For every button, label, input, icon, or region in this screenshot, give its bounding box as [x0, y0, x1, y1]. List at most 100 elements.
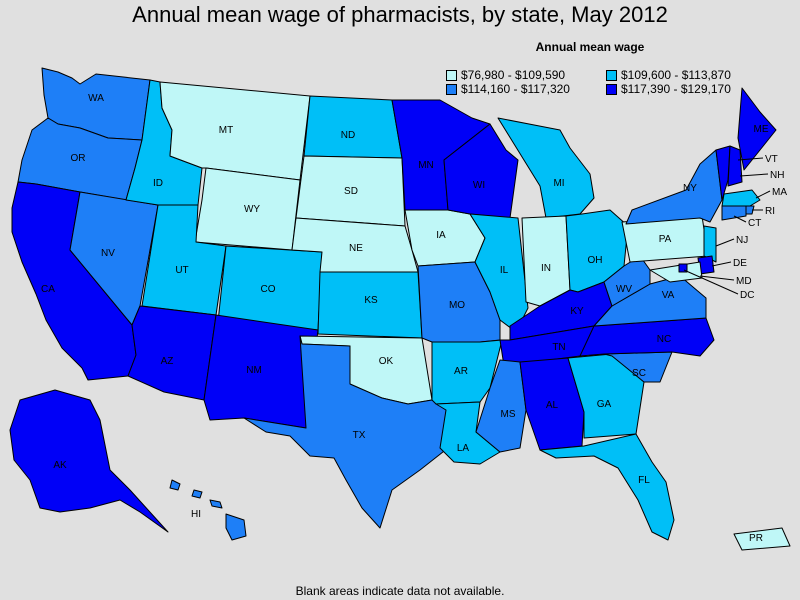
state-label-ky: KY	[570, 306, 584, 317]
state-label-nm: NM	[246, 365, 262, 376]
state-label-hi: HI	[191, 509, 201, 520]
state-label-pa: PA	[659, 234, 672, 245]
state-tx	[243, 335, 449, 529]
state-label-in: IN	[541, 263, 551, 274]
state-ms	[475, 359, 527, 453]
state-me	[737, 87, 777, 171]
legend-label-3: $114,160 - $117,320	[461, 82, 570, 96]
state-label-nh: NH	[770, 170, 784, 181]
state-ct	[721, 205, 747, 221]
state-wy	[194, 167, 301, 251]
state-label-sd: SD	[344, 186, 358, 197]
map-title: Annual mean wage of pharmacists, by stat…	[132, 2, 668, 27]
state-label-me: ME	[754, 124, 769, 135]
leader-line-dc	[683, 269, 739, 295]
footnote: Blank areas indicate data not available.	[295, 584, 505, 598]
state-la	[435, 401, 501, 465]
state-label-mn: MN	[418, 160, 434, 171]
state-nc	[579, 317, 715, 357]
state-label-ga: GA	[597, 399, 612, 410]
state-label-vt: VT	[765, 154, 778, 165]
state-label-ma: MA	[772, 187, 787, 198]
legend-item-1: $76,980 - $109,590	[446, 68, 565, 82]
leader-line-ct	[733, 215, 747, 223]
legend-label-2: $109,600 - $113,870	[621, 68, 731, 82]
state-label-sc: SC	[632, 368, 646, 379]
leader-line-nj	[715, 238, 735, 247]
state-label-wa: WA	[88, 93, 104, 104]
state-wi	[443, 123, 519, 219]
state-label-mi: MI	[553, 178, 564, 189]
state-label-tn: TN	[552, 342, 565, 353]
state-label-pr: PR	[749, 533, 763, 544]
state-in	[521, 215, 571, 307]
state-label-wi: WI	[473, 180, 485, 191]
state-ak	[9, 389, 169, 533]
state-pr	[733, 527, 791, 551]
state-label-ri: RI	[765, 206, 775, 217]
state-label-dc: DC	[740, 290, 754, 301]
leader-line-de	[711, 261, 732, 267]
state-nh	[727, 145, 743, 187]
state-label-ut: UT	[175, 265, 188, 276]
legend-swatch-4	[606, 83, 617, 95]
state-label-wv: WV	[616, 284, 632, 295]
state-label-nd: ND	[341, 130, 355, 141]
state-label-ms: MS	[501, 409, 516, 420]
state-md	[649, 261, 703, 283]
legend-swatch-1	[446, 69, 457, 81]
state-label-ar: AR	[454, 366, 468, 377]
state-label-va: VA	[662, 290, 675, 301]
state-ma	[721, 189, 761, 207]
state-label-nj: NJ	[736, 235, 748, 246]
state-hi	[169, 479, 247, 541]
state-label-tx: TX	[353, 430, 366, 441]
state-label-mo: MO	[449, 300, 465, 311]
state-label-la: LA	[457, 443, 470, 454]
state-label-mt: MT	[219, 125, 233, 136]
state-il	[469, 213, 529, 333]
state-label-ct: CT	[748, 218, 761, 229]
state-label-ny: NY	[683, 183, 697, 194]
state-mi	[497, 117, 595, 219]
legend-item-2: $109,600 - $113,870	[606, 68, 731, 82]
state-label-co: CO	[261, 284, 276, 295]
legend-title: Annual mean wage	[535, 40, 645, 54]
legend-label-1: $76,980 - $109,590	[461, 68, 566, 82]
state-label-md: MD	[736, 276, 752, 287]
state-label-ak: AK	[53, 460, 67, 471]
legend-item-3: $114,160 - $117,320	[446, 82, 570, 96]
state-label-wy: WY	[244, 204, 260, 215]
leader-line-md	[699, 275, 735, 281]
state-label-or: OR	[71, 153, 86, 164]
state-ar	[431, 339, 503, 405]
state-label-ne: NE	[349, 243, 363, 254]
leader-line-ma	[755, 190, 771, 199]
state-label-ca: CA	[41, 284, 55, 295]
state-ny	[625, 149, 723, 225]
legend-item-4: $117,390 - $129,170	[606, 82, 731, 96]
legend-swatch-2	[606, 69, 617, 81]
legend-swatch-3	[446, 83, 457, 95]
state-label-ks: KS	[364, 295, 378, 306]
state-label-nc: NC	[657, 334, 671, 345]
state-label-oh: OH	[588, 255, 603, 266]
state-label-de: DE	[733, 258, 747, 269]
state-label-fl: FL	[638, 475, 650, 486]
state-nj	[703, 225, 717, 263]
legend-label-4: $117,390 - $129,170	[621, 82, 731, 96]
leader-line-vt	[737, 157, 764, 161]
state-label-ok: OK	[379, 356, 394, 367]
legend: Annual mean wage $76,980 - $109,590 $109…	[440, 40, 740, 96]
state-fl	[539, 433, 675, 541]
state-label-nv: NV	[101, 248, 115, 259]
leader-line-nh	[739, 173, 769, 177]
state-label-il: IL	[500, 265, 509, 276]
state-mt	[159, 81, 311, 181]
state-label-id: ID	[153, 178, 163, 189]
state-label-al: AL	[546, 400, 559, 411]
state-label-ia: IA	[436, 230, 446, 241]
state-nd	[303, 95, 403, 159]
state-az	[127, 305, 217, 401]
